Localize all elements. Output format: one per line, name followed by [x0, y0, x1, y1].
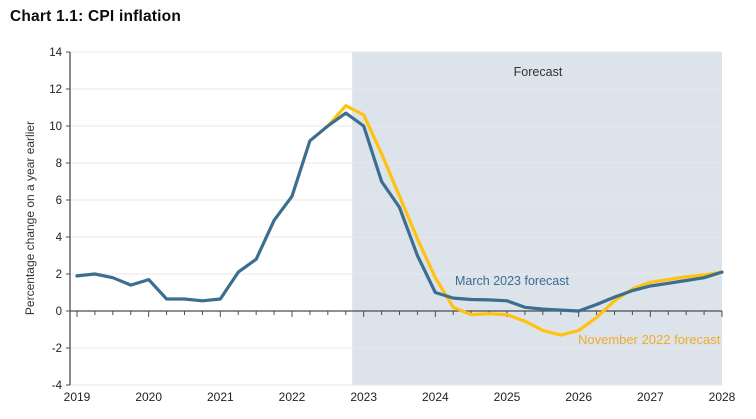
x-axis-tick-label: 2028: [709, 390, 736, 404]
x-axis-tick-label: 2019: [64, 390, 91, 404]
y-axis-tick-label: 12: [49, 84, 62, 96]
x-axis-tick-label: 2026: [565, 390, 592, 404]
y-axis-tick-label: -2: [52, 343, 62, 355]
y-axis-tick-label: 8: [56, 158, 62, 170]
y-axis-tick-label: 10: [49, 121, 62, 133]
series-line-march-2023-forecast: [75, 111, 724, 313]
x-axis-tick-label: 2022: [279, 390, 306, 404]
y-axis-tick-label: 0: [56, 306, 62, 318]
forecast-shaded-region: [352, 52, 722, 385]
x-axis-tick-label: 2025: [494, 390, 521, 404]
x-axis-tick-label: 2023: [350, 390, 377, 404]
series-line-november-2022-forecast: [326, 104, 724, 337]
y-axis-tick-label: 6: [56, 195, 62, 207]
legend-label-march-2023-forecast: March 2023 forecast: [455, 274, 569, 288]
legend-label-november-2022-forecast: November 2022 forecast: [578, 332, 721, 347]
x-axis-tick-label: 2021: [207, 390, 234, 404]
forecast-region-label: Forecast: [513, 65, 563, 79]
y-axis-tick-label: 14: [49, 47, 62, 59]
y-axis-tick-label: 2: [56, 269, 62, 281]
y-axis-tick-label: -4: [52, 380, 63, 392]
x-axis-tick-label: 2020: [135, 390, 162, 404]
x-axis-tick-label: 2027: [637, 390, 664, 404]
y-axis-tick-label: 4: [56, 232, 63, 244]
chart-title: Chart 1.1: CPI inflation: [10, 8, 182, 25]
x-axis-tick-label: 2024: [422, 390, 449, 404]
